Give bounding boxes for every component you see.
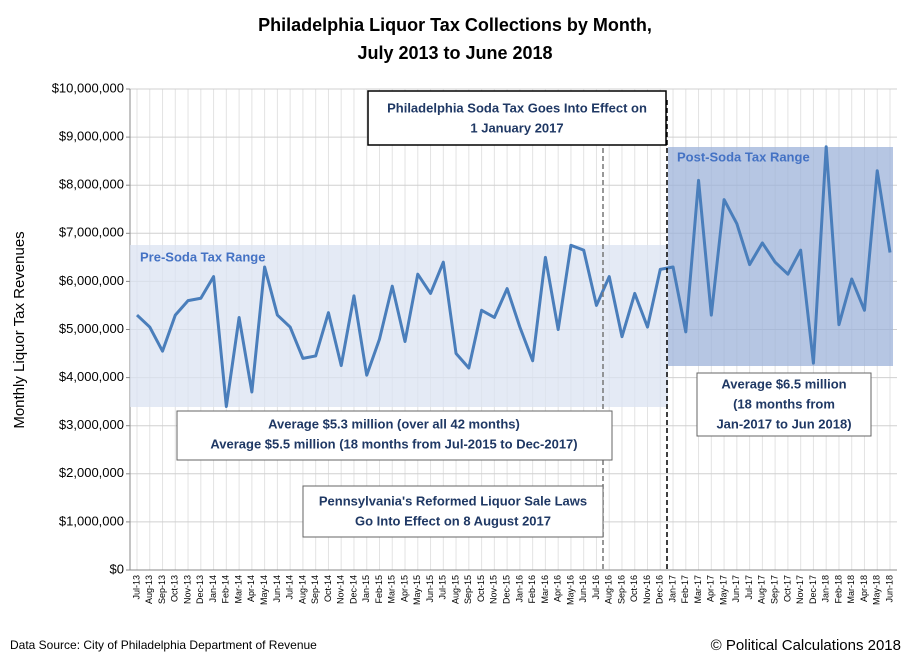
y-tick-label: $1,000,000 (59, 513, 124, 528)
x-tick-label: Nov-15 (489, 575, 499, 604)
x-tick-label: Nov-14 (336, 575, 346, 604)
x-tick-label: Dec-14 (348, 575, 358, 604)
x-tick-label: May-14 (259, 575, 269, 605)
x-tick-label: Nov-13 (182, 575, 192, 604)
x-tick-label: Jan-17 (667, 575, 677, 603)
x-tick-label: Aug-17 (757, 575, 767, 604)
annotation: 1 January 2017 (470, 120, 563, 135)
x-tick-label: Feb-18 (833, 575, 843, 604)
x-tick-label: Apr-15 (399, 575, 409, 602)
x-tick-label: May-16 (565, 575, 575, 605)
y-tick-label: $8,000,000 (59, 177, 124, 192)
x-tick-label: Jan-18 (821, 575, 831, 603)
annotation-box (696, 372, 872, 437)
y-tick-label: $7,000,000 (59, 225, 124, 240)
annotation: Average $6.5 million (721, 376, 846, 391)
x-tick-label: Dec-13 (195, 575, 205, 604)
x-tick-label: Oct-15 (476, 575, 486, 602)
x-tick-label: Jul-16 (591, 575, 601, 600)
range-label: Post-Soda Tax Range (677, 149, 810, 164)
annotation: Average $5.3 million (over all 42 months… (268, 416, 520, 431)
credit: © Political Calculations 2018 (711, 637, 901, 654)
y-tick-label: $2,000,000 (59, 465, 124, 480)
x-tick-label: Nov-17 (795, 575, 805, 604)
x-tick-label: May-15 (412, 575, 422, 605)
x-tick-label: Sep-16 (616, 575, 626, 604)
x-tick-label: Mar-18 (846, 575, 856, 604)
y-axis-label: Monthly Liquor Tax Revenues (11, 231, 28, 428)
annotation-box (302, 485, 604, 538)
x-tick-label: Jul-14 (285, 575, 295, 600)
data-line (135, 145, 892, 408)
x-tick-label: Sep-14 (310, 575, 320, 604)
x-tick-label: Aug-16 (604, 575, 614, 604)
annotation: Pennsylvania's Reformed Liquor Sale Laws (319, 493, 587, 508)
x-tick-label: Aug-15 (450, 575, 460, 604)
range-label: Pre-Soda Tax Range (140, 249, 265, 264)
x-tick-label: Oct-16 (629, 575, 639, 602)
annotation-box (367, 90, 667, 146)
x-tick-label: Mar-14 (233, 575, 243, 604)
x-tick-label: Apr-14 (246, 575, 256, 602)
x-tick-label: Jun-17 (731, 575, 741, 603)
x-tick-label: Jul-13 (131, 575, 141, 600)
plot (135, 145, 892, 408)
annotation: Jan-2017 to Jun 2018) (716, 416, 851, 431)
x-tick-label: Sep-15 (463, 575, 473, 604)
x-tick-label: Dec-15 (501, 575, 511, 604)
x-tick-label: Dec-16 (655, 575, 665, 604)
x-tick-label: Mar-16 (540, 575, 550, 604)
x-tick-label: Oct-14 (323, 575, 333, 602)
x-tick-label: Jul-17 (744, 575, 754, 600)
annotation: Philadelphia Soda Tax Goes Into Effect o… (387, 100, 647, 115)
x-tick-label: Mar-15 (387, 575, 397, 604)
x-tick-label: Feb-15 (374, 575, 384, 604)
chart-title: Philadelphia Liquor Tax Collections by M… (258, 15, 652, 35)
y-tick-label: $3,000,000 (59, 417, 124, 432)
x-tick-label: Dec-17 (808, 575, 818, 604)
x-tick-label: Jan-15 (361, 575, 371, 603)
x-tick-label: Jul-15 (438, 575, 448, 600)
annotation: Go Into Effect on 8 August 2017 (355, 513, 551, 528)
x-tick-label: Apr-16 (553, 575, 563, 602)
x-tick-label: Jan-16 (514, 575, 524, 603)
y-tick-label: $10,000,000 (52, 80, 124, 95)
x-tick-label: Sep-13 (157, 575, 167, 604)
chart-title: July 2013 to June 2018 (357, 43, 552, 63)
x-tick-label: Jun-16 (578, 575, 588, 603)
y-tick-label: $0 (110, 561, 124, 576)
x-tick-label: Apr-18 (859, 575, 869, 602)
x-tick-label: Feb-14 (221, 575, 231, 604)
post-range-band (668, 147, 893, 366)
x-tick-label: Sep-17 (770, 575, 780, 604)
annotation: (18 months from (733, 396, 835, 411)
x-tick-label: Feb-17 (680, 575, 690, 604)
y-tick-label: $6,000,000 (59, 273, 124, 288)
annotation-box (176, 410, 613, 461)
x-tick-label: Jun-18 (884, 575, 894, 603)
x-tick-label: Mar-17 (693, 575, 703, 604)
x-tick-label: May-17 (718, 575, 728, 605)
x-tick-label: Apr-17 (706, 575, 716, 602)
x-tick-label: May-18 (872, 575, 882, 605)
y-tick-label: $9,000,000 (59, 129, 124, 144)
x-tick-label: Aug-13 (144, 575, 154, 604)
x-tick-label: Jan-14 (208, 575, 218, 603)
x-tick-label: Aug-14 (297, 575, 307, 604)
x-tick-label: Oct-17 (782, 575, 792, 602)
source: Data Source: City of Philadelphia Depart… (10, 638, 317, 652)
x-tick-label: Jun-14 (272, 575, 282, 603)
annotation: Average $5.5 million (18 months from Jul… (210, 436, 577, 451)
y-tick-label: $4,000,000 (59, 369, 124, 384)
x-tick-label: Jun-15 (425, 575, 435, 603)
x-tick-label: Feb-16 (527, 575, 537, 604)
x-tick-label: Oct-13 (170, 575, 180, 602)
x-tick-label: Nov-16 (642, 575, 652, 604)
y-tick-label: $5,000,000 (59, 321, 124, 336)
